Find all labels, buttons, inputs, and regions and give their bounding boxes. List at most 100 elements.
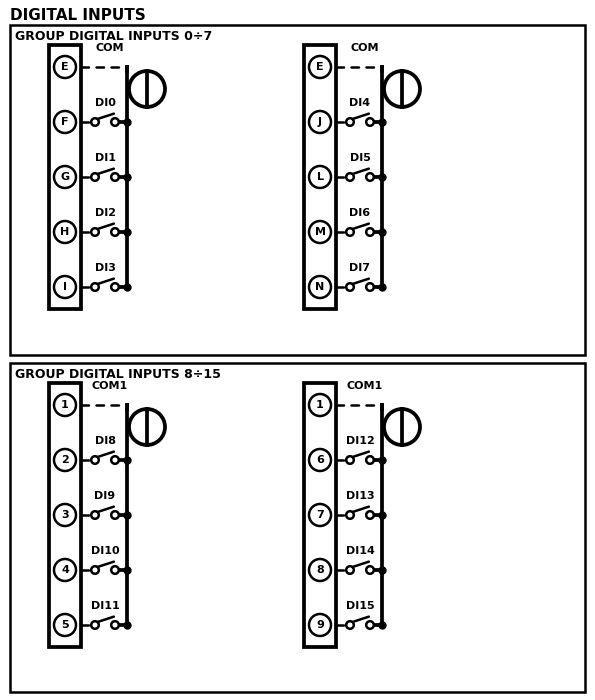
- Circle shape: [366, 118, 374, 126]
- Text: COM: COM: [95, 43, 124, 53]
- Text: DI0: DI0: [95, 98, 115, 108]
- Circle shape: [309, 614, 331, 636]
- Circle shape: [91, 621, 99, 629]
- Circle shape: [366, 511, 374, 519]
- Text: H: H: [60, 227, 70, 237]
- Circle shape: [346, 228, 354, 236]
- Circle shape: [346, 456, 354, 464]
- Bar: [304, 383, 336, 647]
- Text: 5: 5: [61, 620, 69, 630]
- Text: DI1: DI1: [95, 153, 115, 163]
- Text: M: M: [315, 227, 325, 237]
- Text: L: L: [317, 172, 324, 182]
- Circle shape: [91, 511, 99, 519]
- Text: DI6: DI6: [349, 208, 371, 218]
- Text: 1: 1: [61, 400, 69, 410]
- Text: GROUP DIGITAL INPUTS 0÷7: GROUP DIGITAL INPUTS 0÷7: [15, 30, 212, 43]
- Text: 3: 3: [61, 510, 69, 520]
- Circle shape: [54, 166, 76, 188]
- Circle shape: [54, 449, 76, 471]
- Circle shape: [366, 228, 374, 236]
- Bar: [304, 45, 336, 309]
- Text: DI8: DI8: [95, 436, 115, 446]
- Text: G: G: [61, 172, 70, 182]
- Text: DI4: DI4: [349, 98, 371, 108]
- Circle shape: [366, 173, 374, 181]
- Text: I: I: [63, 282, 67, 292]
- Circle shape: [54, 504, 76, 526]
- Text: DI13: DI13: [346, 491, 374, 501]
- Text: 1: 1: [316, 400, 324, 410]
- Circle shape: [366, 566, 374, 574]
- Circle shape: [309, 449, 331, 471]
- Circle shape: [309, 111, 331, 133]
- Circle shape: [309, 276, 331, 298]
- Circle shape: [111, 456, 119, 464]
- Text: DI11: DI11: [90, 601, 120, 611]
- Text: DI10: DI10: [90, 546, 120, 556]
- Circle shape: [91, 173, 99, 181]
- Circle shape: [54, 394, 76, 416]
- Text: 7: 7: [316, 510, 324, 520]
- Text: DIGITAL INPUTS: DIGITAL INPUTS: [10, 8, 146, 23]
- Circle shape: [309, 166, 331, 188]
- Circle shape: [54, 276, 76, 298]
- Text: COM1: COM1: [346, 381, 383, 391]
- Circle shape: [309, 559, 331, 581]
- Circle shape: [309, 504, 331, 526]
- Circle shape: [111, 621, 119, 629]
- Text: COM: COM: [350, 43, 379, 53]
- Circle shape: [111, 173, 119, 181]
- Text: N: N: [315, 282, 325, 292]
- Text: COM1: COM1: [92, 381, 127, 391]
- Circle shape: [91, 566, 99, 574]
- Text: DI12: DI12: [346, 436, 374, 446]
- Text: DI9: DI9: [95, 491, 115, 501]
- Circle shape: [91, 456, 99, 464]
- Bar: [10, 363, 585, 692]
- Bar: [49, 45, 81, 309]
- Circle shape: [54, 111, 76, 133]
- Text: F: F: [61, 117, 69, 127]
- Circle shape: [346, 284, 354, 290]
- Text: DI15: DI15: [346, 601, 374, 611]
- Text: E: E: [61, 62, 69, 72]
- Circle shape: [111, 566, 119, 574]
- Text: DI14: DI14: [346, 546, 374, 556]
- Text: DI2: DI2: [95, 208, 115, 218]
- Circle shape: [91, 284, 99, 290]
- Circle shape: [54, 559, 76, 581]
- Text: DI5: DI5: [350, 153, 371, 163]
- Circle shape: [111, 284, 119, 290]
- Circle shape: [366, 621, 374, 629]
- Circle shape: [346, 621, 354, 629]
- Circle shape: [91, 228, 99, 236]
- Text: 4: 4: [61, 565, 69, 575]
- Circle shape: [346, 511, 354, 519]
- Circle shape: [91, 118, 99, 126]
- Circle shape: [54, 221, 76, 243]
- Circle shape: [366, 284, 374, 290]
- Circle shape: [346, 118, 354, 126]
- Circle shape: [111, 118, 119, 126]
- Circle shape: [346, 566, 354, 574]
- Text: 9: 9: [316, 620, 324, 630]
- Text: 6: 6: [316, 455, 324, 465]
- Circle shape: [309, 394, 331, 416]
- Circle shape: [366, 456, 374, 464]
- Bar: [49, 383, 81, 647]
- Text: 8: 8: [316, 565, 324, 575]
- Circle shape: [346, 173, 354, 181]
- Circle shape: [309, 221, 331, 243]
- Circle shape: [54, 56, 76, 78]
- Circle shape: [309, 56, 331, 78]
- Bar: [10, 25, 585, 355]
- Circle shape: [111, 511, 119, 519]
- Text: DI7: DI7: [349, 263, 371, 273]
- Text: E: E: [316, 62, 324, 72]
- Text: GROUP DIGITAL INPUTS 8÷15: GROUP DIGITAL INPUTS 8÷15: [15, 368, 221, 381]
- Circle shape: [111, 228, 119, 236]
- Text: 2: 2: [61, 455, 69, 465]
- Text: DI3: DI3: [95, 263, 115, 273]
- Circle shape: [54, 614, 76, 636]
